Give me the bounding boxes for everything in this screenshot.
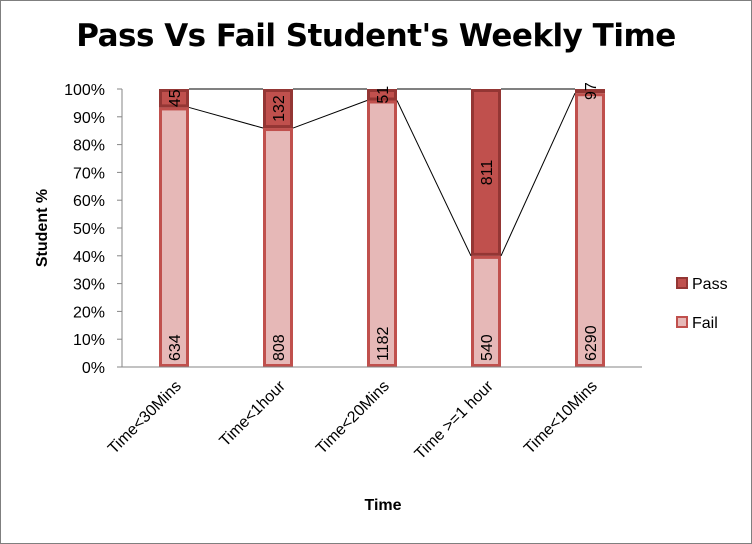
x-axis-ticks: Time<30Mins Time<1hour Time<20Mins Time >=1… <box>105 377 601 463</box>
x-tick-label: Time<30Mins <box>105 378 185 458</box>
data-label-pass: 45 <box>167 89 184 107</box>
y-axis-title: Student % <box>34 189 51 267</box>
series-line-fail <box>188 106 264 129</box>
bar-fail <box>575 93 605 367</box>
bar-pass <box>471 89 501 256</box>
x-tick-label: Time<10Mins <box>521 378 601 458</box>
y-tick-label: 60% <box>73 193 105 210</box>
y-tick-label: 70% <box>73 165 105 182</box>
bars <box>159 89 605 368</box>
series-lines <box>188 88 576 257</box>
y-tick-label: 30% <box>73 277 105 294</box>
y-tick-label: 20% <box>73 304 105 321</box>
data-label-fail: 634 <box>167 334 184 361</box>
y-tick-label: 50% <box>73 221 105 238</box>
bar-fail <box>367 100 397 368</box>
bar-fail <box>263 128 293 367</box>
y-tick-label: 0% <box>82 360 105 377</box>
data-label-fail: 6290 <box>583 325 600 361</box>
data-label-pass: 132 <box>271 95 288 122</box>
bar-fail <box>159 107 189 367</box>
bar-pass <box>159 89 189 108</box>
legend-label: Fail <box>692 315 718 332</box>
legend-swatch <box>676 316 688 328</box>
bar-pass <box>367 89 397 101</box>
y-tick-label: 40% <box>73 249 105 266</box>
data-label-pass: 51 <box>375 86 392 104</box>
series-line-fail <box>292 100 368 129</box>
data-label-fail: 540 <box>479 334 496 361</box>
y-tick-label: 80% <box>73 138 105 155</box>
y-tick-label: 100% <box>64 82 105 99</box>
data-label-fail: 1182 <box>375 326 392 361</box>
series-line-fail <box>396 100 472 257</box>
series-line-fail <box>500 93 576 257</box>
data-labels: 634 45 808 132 1182 51 540 811 6290 97 <box>167 82 600 361</box>
y-tick-label: 10% <box>73 332 105 349</box>
chart-title: Pass Vs Fail Student's Weekly Time <box>76 18 676 54</box>
legend-label: Pass <box>692 276 728 293</box>
axes <box>121 89 642 368</box>
y-tick-label: 90% <box>73 110 105 127</box>
x-tick-label: Time >=1 hour <box>412 377 498 463</box>
legend-swatch <box>676 277 688 289</box>
bar-pass <box>263 89 293 129</box>
bar-pass <box>575 89 605 94</box>
data-label-pass: 811 <box>479 160 496 186</box>
x-axis-title: Time <box>364 497 401 514</box>
y-axis-ticks: 0% 10% 20% 30% 40% 50% 60% 70% 80% 90% 100% <box>64 82 122 377</box>
data-label-pass: 97 <box>583 82 600 100</box>
bar-fail <box>471 255 501 368</box>
x-tick-label: Time<1hour <box>217 377 290 450</box>
legend: Pass Fail <box>676 276 728 332</box>
x-tick-label: Time<20Mins <box>313 378 393 458</box>
data-label-fail: 808 <box>271 334 288 361</box>
